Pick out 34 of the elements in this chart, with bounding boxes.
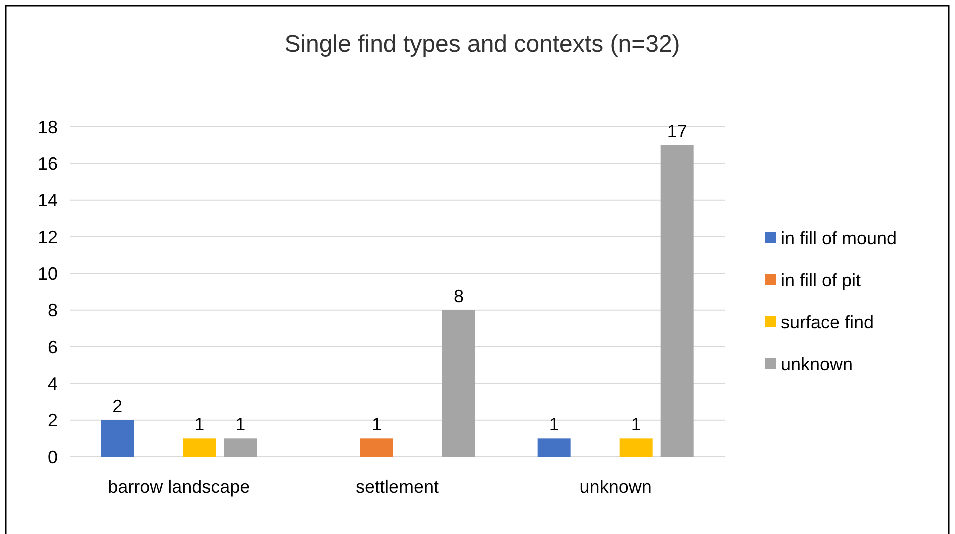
data-label: 1 [194, 414, 205, 435]
bar [538, 438, 571, 457]
bar [442, 310, 476, 457]
y-tick-label: 18 [38, 117, 58, 138]
legend-label: unknown [781, 354, 854, 374]
data-label: 1 [236, 414, 246, 435]
bar [224, 438, 258, 457]
x-tick-label: unknown [580, 477, 652, 497]
legend-label: in fill of pit [781, 270, 862, 290]
data-label: 2 [112, 396, 123, 416]
y-tick-label: 12 [38, 227, 58, 248]
data-label: 1 [631, 414, 642, 435]
data-label: 1 [549, 414, 560, 435]
y-tick-label: 14 [38, 190, 58, 211]
x-tick-label: barrow landscape [108, 477, 250, 497]
y-tick-label: 2 [48, 410, 58, 431]
bar [620, 438, 653, 457]
data-label: 8 [454, 286, 464, 306]
legend-label: surface find [781, 312, 874, 332]
y-tick-label: 6 [48, 337, 58, 358]
bar [101, 420, 134, 457]
data-label: 1 [372, 414, 382, 435]
bar [360, 438, 394, 457]
bar [660, 145, 694, 457]
y-tick-label: 0 [48, 447, 58, 468]
data-label: 17 [667, 121, 688, 142]
y-tick-label: 16 [38, 154, 58, 174]
y-tick-label: 4 [48, 374, 58, 394]
chart-title: Single find types and contexts (n=32) [284, 31, 680, 58]
bar [183, 438, 216, 457]
x-tick-label: settlement [356, 477, 440, 497]
legend-label: in fill of mound [781, 228, 898, 248]
y-tick-label: 8 [48, 300, 58, 321]
y-tick-label: 10 [38, 264, 58, 284]
